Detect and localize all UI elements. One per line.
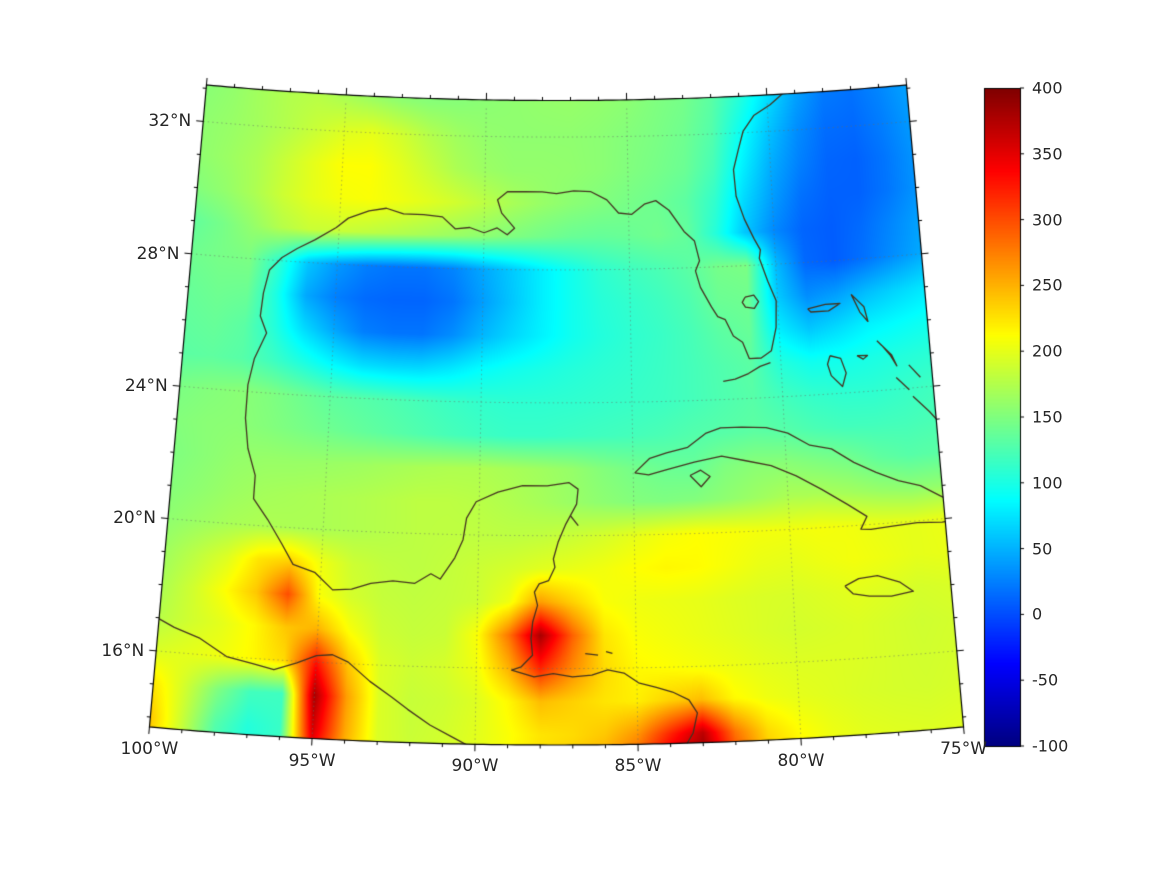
map-heatmap-canvas (0, 0, 1167, 875)
figure: 100°W 95°W 90°W 85°W 80°W 75°W 32°N 28°N 24°N 20°… (0, 0, 1167, 875)
